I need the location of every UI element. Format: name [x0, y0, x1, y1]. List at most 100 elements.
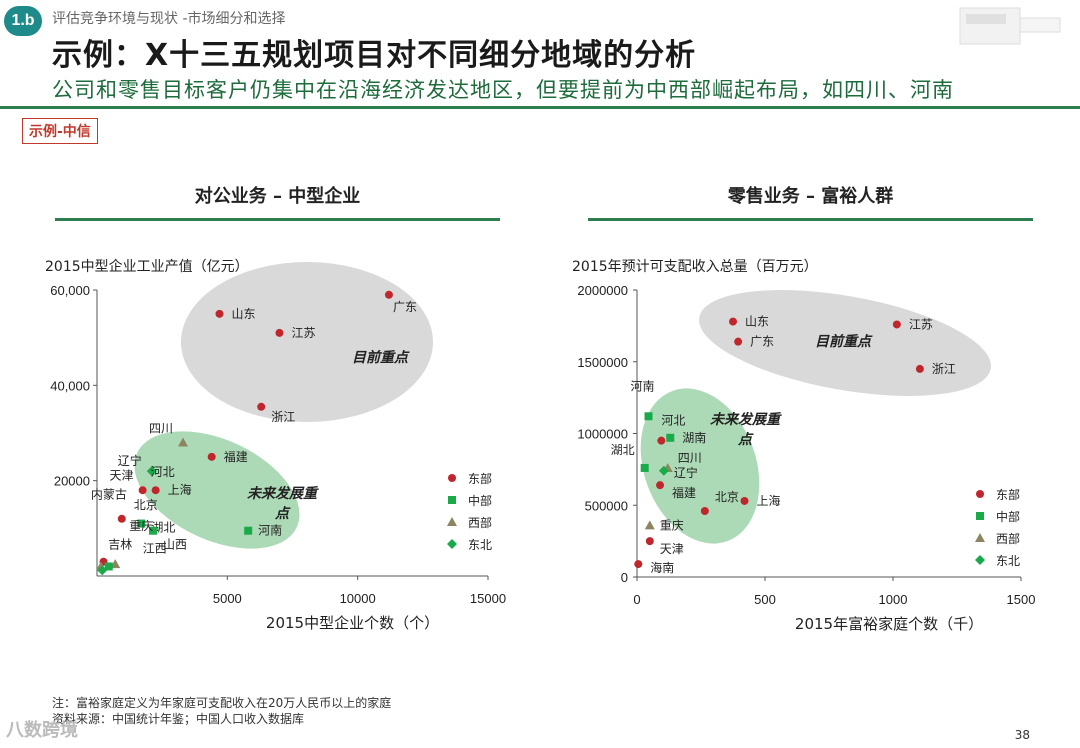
- page-number: 38: [1014, 728, 1030, 742]
- header-rule: [0, 106, 1080, 109]
- chart2-legend-label: 东北: [996, 554, 1020, 568]
- chart2-ytick-label: 2000000: [577, 283, 628, 298]
- chart1-ytick-label: 40,000: [50, 378, 90, 393]
- chart1-point-label: 内蒙古: [91, 486, 127, 501]
- chart1-point: [138, 486, 147, 495]
- chart1-point: [117, 514, 126, 523]
- chart2-point-label: 河南: [631, 378, 655, 393]
- chart1-point: [137, 519, 146, 528]
- chart2-annotation: 未来发展重: [710, 411, 782, 428]
- chart2-point-label: 山东: [745, 315, 769, 329]
- chart1-xlabel: 2015中型企业个数（个）: [266, 614, 439, 632]
- chart2-annotation: 目前重点: [815, 333, 873, 350]
- chart1-annotation-cont: 点: [274, 505, 291, 522]
- chart1-point-label: 北京: [134, 498, 158, 512]
- chart2-xtick-label: 0: [633, 592, 640, 607]
- chart1-title-rule: [55, 218, 500, 221]
- chart2-point: [634, 560, 643, 569]
- chart1-point: [97, 565, 108, 576]
- chart1-point-label: 浙江: [271, 410, 295, 424]
- chart1-point: [215, 309, 224, 318]
- chart1-ellipse-0: [181, 262, 433, 422]
- chart2-ytick-label: 0: [621, 570, 628, 585]
- chart1-point: [178, 437, 189, 447]
- chart2-point-label: 江苏: [909, 317, 933, 331]
- chart1-legend-label: 西部: [468, 515, 492, 530]
- chart2-point-label: 辽宁: [674, 465, 698, 480]
- footnote: 注：富裕家庭定义为年家庭可支配收入在20万人民币以上的家庭: [52, 696, 392, 710]
- chart2-title-rule: [588, 218, 1033, 221]
- chart2-point: [915, 364, 924, 373]
- page-title: 示例：X十三五规划项目对不同细分地域的分析: [52, 38, 697, 73]
- chart2-point-label: 上海: [757, 493, 781, 508]
- breadcrumb: 评估竞争环境与现状 -市场细分和选择: [52, 11, 286, 27]
- chart1-point-label: 江西: [143, 541, 167, 555]
- chart2-point-label: 北京: [715, 490, 739, 504]
- chart2-point: [666, 433, 675, 442]
- chart1-point: [384, 290, 393, 299]
- chart1-point-label: 湖北: [151, 520, 175, 535]
- chart1-point: [257, 402, 266, 411]
- chart2-point-label: 河北: [661, 414, 685, 428]
- chart1-point: [146, 466, 157, 477]
- chart2-ytick-label: 1500000: [577, 355, 628, 370]
- chart2-xtick-label: 1000: [879, 592, 908, 607]
- chart1-point-label: 吉林: [108, 537, 132, 551]
- chart1-point-label: 广东: [393, 300, 417, 314]
- chart2-point: [740, 496, 749, 505]
- chart1-legend-marker: [447, 517, 457, 526]
- chart1-annotation: 目前重点: [352, 349, 410, 366]
- chart2-point-label: 天津: [660, 542, 684, 556]
- chart2-point: [644, 412, 653, 421]
- chart2-point-label: 广东: [750, 335, 774, 349]
- chart1-legend-label: 东北: [468, 538, 492, 552]
- chart2-point: [658, 465, 669, 476]
- chart2-point: [700, 506, 709, 515]
- chart1-point: [149, 526, 158, 535]
- chart2-ytick-label: 500000: [585, 498, 628, 513]
- chart1-point: [244, 526, 253, 535]
- chart1-point-label: 山西: [163, 538, 187, 552]
- watermark: 八数跨境: [6, 720, 78, 741]
- chart2-point-label: 浙江: [932, 362, 956, 376]
- chart1-point-label: 天津: [110, 469, 134, 483]
- chart2-legend-marker: [975, 555, 985, 565]
- chart2-point: [640, 463, 649, 472]
- chart1-point-label: 辽宁: [118, 453, 142, 468]
- chart1-point-label: 福建: [224, 449, 248, 464]
- chart1-point-label: 河北: [151, 465, 175, 479]
- chart2-point: [644, 520, 655, 530]
- chart1-legend-marker: [448, 474, 456, 482]
- chart1-point: [151, 486, 160, 495]
- chart2-legend-label: 东部: [996, 487, 1020, 502]
- page-subtitle: 公司和零售目标客户仍集中在沿海经济发达地区，但要提前为中西部崛起布局，如四川、河…: [52, 78, 954, 102]
- chart1-ylabel: 2015中型企业工业产值（亿元）: [45, 259, 249, 275]
- chart2-point-label: 湖北: [611, 442, 635, 457]
- chart2-point-label: 四川: [678, 451, 702, 465]
- chart2-point: [734, 337, 743, 346]
- chart1-point: [207, 452, 216, 461]
- chart1-point-label: 上海: [168, 482, 192, 497]
- chart2-xtick-label: 1500: [1007, 592, 1036, 607]
- chart1-xtick-label: 15000: [470, 591, 506, 606]
- chart1-title: 对公业务 – 中型企业: [194, 186, 361, 207]
- chart2-point: [657, 436, 666, 445]
- chart2-legend-label: 中部: [996, 509, 1020, 524]
- chart2-legend-marker: [975, 533, 985, 542]
- chart1-xtick-label: 10000: [340, 591, 376, 606]
- chart1-point-label: 江苏: [291, 326, 315, 340]
- chart2-xlabel: 2015年富裕家庭个数（千）: [795, 615, 983, 633]
- chart1-point: [275, 328, 284, 337]
- chart1-point-label: 重庆: [129, 519, 153, 533]
- chart2-legend-marker: [976, 512, 984, 520]
- chart2-point: [729, 317, 737, 326]
- chart2-point-label: 湖南: [682, 430, 706, 445]
- chart2-point-label: 重庆: [660, 518, 684, 532]
- chart2-point-label: 福建: [672, 485, 696, 500]
- chart2-ylabel: 2015年预计可支配收入总量（百万元）: [572, 259, 818, 275]
- chart1-ellipse-1: [134, 431, 300, 549]
- chart2-point: [645, 537, 654, 546]
- chart1-legend-label: 东部: [468, 471, 492, 486]
- chart2-point: [656, 481, 665, 490]
